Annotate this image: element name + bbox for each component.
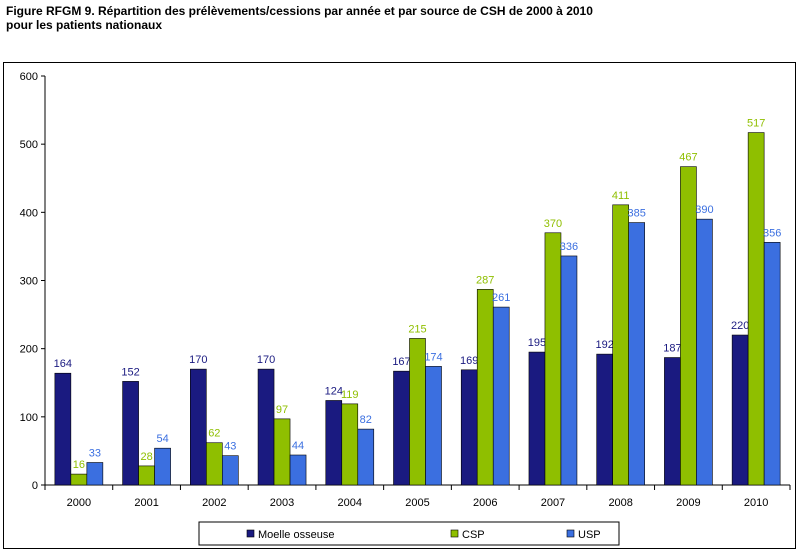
data-label: 119 — [341, 389, 359, 401]
data-label: 82 — [360, 414, 372, 426]
bar — [544, 232, 562, 486]
x-tick-label: 2005 — [405, 497, 429, 509]
data-label: 467 — [679, 152, 697, 164]
data-label: 195 — [528, 337, 546, 349]
x-tick-label: 2002 — [202, 497, 226, 509]
data-label: 220 — [731, 320, 749, 332]
bar — [257, 368, 275, 486]
bar — [747, 132, 765, 486]
bar — [325, 400, 343, 486]
legend-swatch — [450, 529, 459, 538]
bar — [476, 289, 494, 486]
data-label: 187 — [663, 343, 681, 355]
data-label: 97 — [276, 404, 288, 416]
chart-title-block: Figure RFGM 9. Répartition des prélèveme… — [6, 4, 786, 32]
bar — [492, 306, 510, 486]
y-tick-label: 200 — [20, 344, 38, 356]
x-tick-label: 2007 — [541, 497, 565, 509]
legend-label: CSP — [462, 529, 485, 541]
data-label: 170 — [189, 354, 207, 366]
bar — [560, 255, 578, 486]
bar — [664, 357, 681, 486]
legend — [198, 521, 620, 546]
bar — [341, 403, 359, 486]
data-label: 54 — [156, 433, 168, 445]
bar — [628, 222, 645, 486]
x-tick-label: 2001 — [134, 497, 158, 509]
bar — [190, 368, 207, 486]
data-label: 170 — [257, 354, 275, 366]
y-tick-label: 0 — [32, 480, 38, 492]
data-label: 33 — [89, 448, 101, 460]
bar — [763, 242, 781, 486]
data-label: 164 — [54, 358, 72, 370]
chart-frame: 0 100 200 300 400 500 600 2000 164 16 33 2001 152 28 5… — [3, 62, 796, 549]
legend-label: Moelle osseuse — [258, 529, 334, 541]
legend-swatch — [566, 529, 575, 538]
data-label: 287 — [476, 274, 494, 286]
data-label: 370 — [544, 218, 562, 230]
bar — [460, 369, 478, 486]
data-label: 16 — [73, 459, 85, 471]
legend-label: USP — [578, 529, 601, 541]
bar — [154, 447, 171, 486]
bar-chart: 0 100 200 300 400 500 600 2000 164 16 33 2001 152 28 5… — [20, 71, 791, 546]
chart-title: Figure RFGM 9. Répartition des prélèveme… — [6, 4, 593, 18]
x-tick-label: 2003 — [270, 497, 294, 509]
bar — [289, 454, 307, 486]
y-tick-label: 300 — [20, 276, 38, 288]
x-tick-label: 2000 — [67, 497, 91, 509]
bar — [86, 462, 104, 486]
legend-swatch — [246, 529, 255, 538]
y-tick-label: 600 — [20, 71, 38, 83]
bar — [138, 465, 155, 486]
x-tick-label: 2010 — [744, 497, 768, 509]
data-label: 261 — [492, 292, 510, 304]
data-label: 336 — [560, 241, 578, 253]
x-tick-label: 2008 — [608, 497, 632, 509]
x-tick-label: 2009 — [676, 497, 700, 509]
x-tick-label: 2006 — [473, 497, 497, 509]
bar — [425, 366, 442, 486]
bar — [612, 204, 629, 486]
bar — [409, 338, 426, 486]
y-tick-label: 400 — [20, 207, 38, 219]
data-label: 152 — [121, 366, 139, 378]
data-label: 215 — [408, 323, 426, 335]
bar — [696, 218, 713, 486]
data-label: 517 — [747, 118, 765, 130]
bar — [731, 334, 749, 486]
data-label: 192 — [596, 339, 614, 351]
bar — [273, 418, 291, 486]
bar — [222, 455, 239, 486]
data-label: 43 — [224, 441, 236, 453]
data-label: 62 — [208, 428, 220, 440]
bar — [680, 166, 697, 486]
data-label: 167 — [392, 356, 410, 368]
bar — [122, 381, 139, 486]
data-label: 356 — [763, 227, 781, 239]
bar — [206, 442, 223, 486]
data-label: 44 — [292, 440, 304, 452]
bar — [70, 473, 88, 486]
data-label: 385 — [628, 208, 646, 220]
data-label: 124 — [325, 385, 343, 397]
y-tick-label: 500 — [20, 139, 38, 151]
bar — [54, 372, 72, 486]
bar — [528, 351, 546, 486]
data-label: 411 — [612, 190, 630, 202]
x-tick-label: 2004 — [338, 497, 362, 509]
bar — [357, 428, 375, 486]
bar — [596, 353, 613, 486]
bar — [393, 370, 410, 486]
data-label: 390 — [695, 204, 713, 216]
data-label: 28 — [140, 451, 152, 463]
y-tick-label: 100 — [20, 412, 38, 424]
data-label: 174 — [424, 351, 442, 363]
data-label: 169 — [460, 355, 478, 367]
chart-subtitle: pour les patients nationaux — [6, 18, 163, 32]
